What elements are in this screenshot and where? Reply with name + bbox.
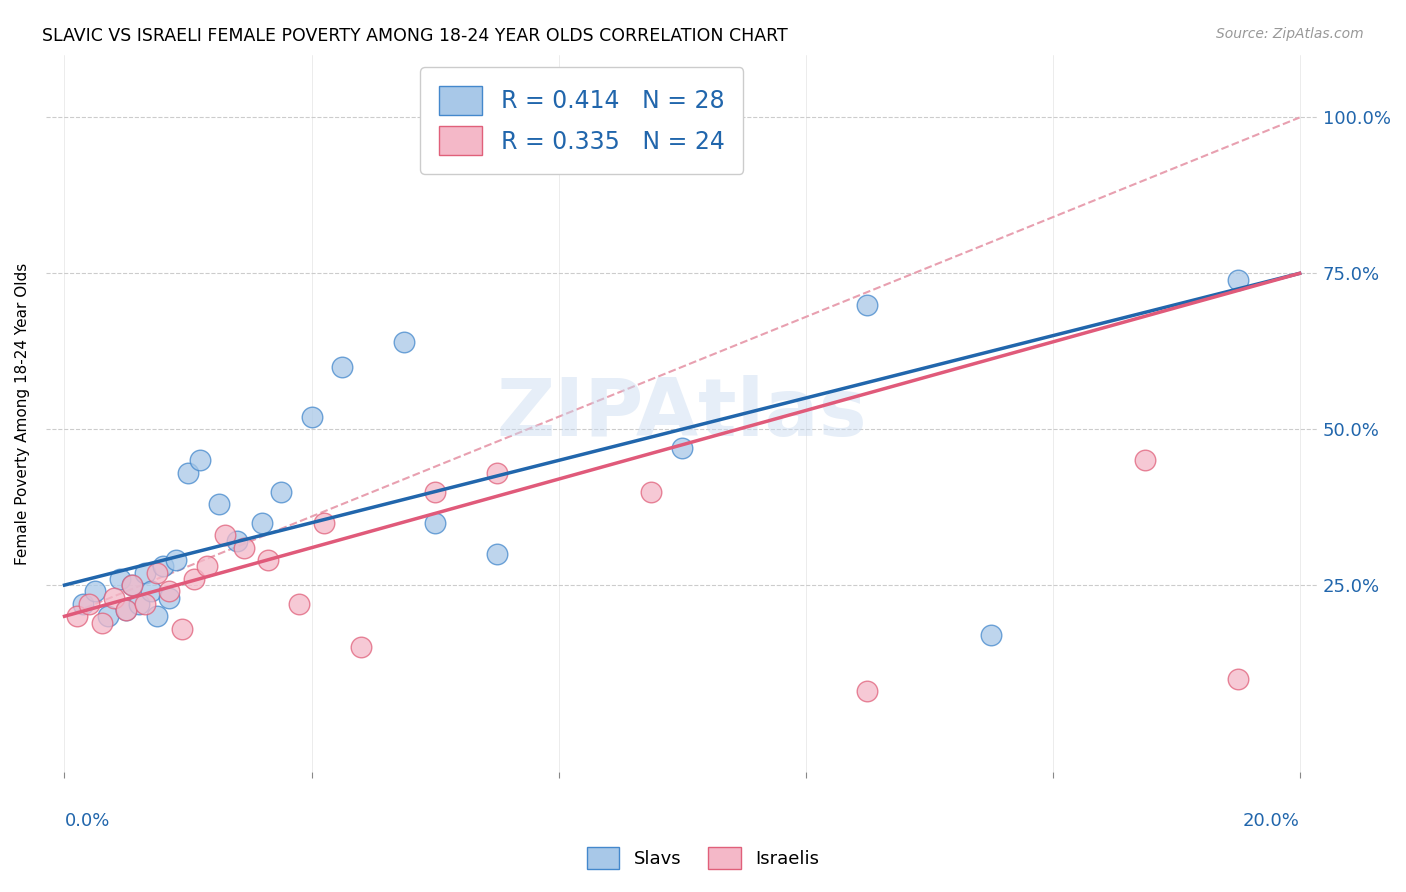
Point [1226, 272, 1249, 286]
Point [288, 597, 311, 611]
Point [121, 578, 143, 592]
Point [1226, 672, 1249, 686]
Point [146, 609, 169, 624]
Point [226, 534, 249, 549]
Point [77, 597, 100, 611]
Point [115, 603, 138, 617]
Point [214, 528, 236, 542]
Point [208, 497, 231, 511]
Point [165, 553, 187, 567]
Point [856, 297, 879, 311]
Point [134, 566, 156, 580]
Point [90, 615, 112, 630]
Point [152, 559, 174, 574]
Point [270, 484, 292, 499]
Point [671, 441, 693, 455]
Point [1135, 453, 1157, 467]
Point [195, 559, 218, 574]
Point [159, 584, 181, 599]
Point [108, 572, 131, 586]
Point [301, 409, 323, 424]
Point [257, 553, 280, 567]
Point [980, 628, 1002, 642]
Point [159, 591, 181, 605]
Point [232, 541, 254, 555]
Text: 20.0%: 20.0% [1243, 812, 1299, 830]
Point [312, 516, 335, 530]
Point [190, 453, 212, 467]
Legend: R = 0.414   N = 28, R = 0.335   N = 24: R = 0.414 N = 28, R = 0.335 N = 24 [420, 67, 744, 174]
Point [72, 597, 94, 611]
Point [177, 466, 200, 480]
Point [97, 609, 120, 624]
Point [392, 334, 415, 349]
Text: 0.0%: 0.0% [65, 812, 110, 830]
Point [423, 516, 446, 530]
Point [121, 578, 143, 592]
Point [856, 684, 879, 698]
Point [66, 609, 89, 624]
Point [350, 640, 373, 655]
Point [640, 484, 662, 499]
Y-axis label: Female Poverty Among 18-24 Year Olds: Female Poverty Among 18-24 Year Olds [15, 262, 30, 565]
Point [485, 547, 508, 561]
Text: ZIPAtlas: ZIPAtlas [496, 375, 868, 452]
Point [134, 597, 156, 611]
Point [115, 603, 138, 617]
Point [139, 584, 162, 599]
Point [84, 584, 107, 599]
Text: SLAVIC VS ISRAELI FEMALE POVERTY AMONG 18-24 YEAR OLDS CORRELATION CHART: SLAVIC VS ISRAELI FEMALE POVERTY AMONG 1… [42, 27, 787, 45]
Point [332, 359, 354, 374]
Point [183, 572, 205, 586]
Text: Source: ZipAtlas.com: Source: ZipAtlas.com [1216, 27, 1364, 41]
Point [485, 466, 508, 480]
Point [423, 484, 446, 499]
Point [128, 597, 150, 611]
Point [103, 591, 125, 605]
Point [146, 566, 169, 580]
Legend: Slavs, Israelis: Slavs, Israelis [579, 839, 827, 876]
Point [170, 622, 193, 636]
Point [250, 516, 273, 530]
